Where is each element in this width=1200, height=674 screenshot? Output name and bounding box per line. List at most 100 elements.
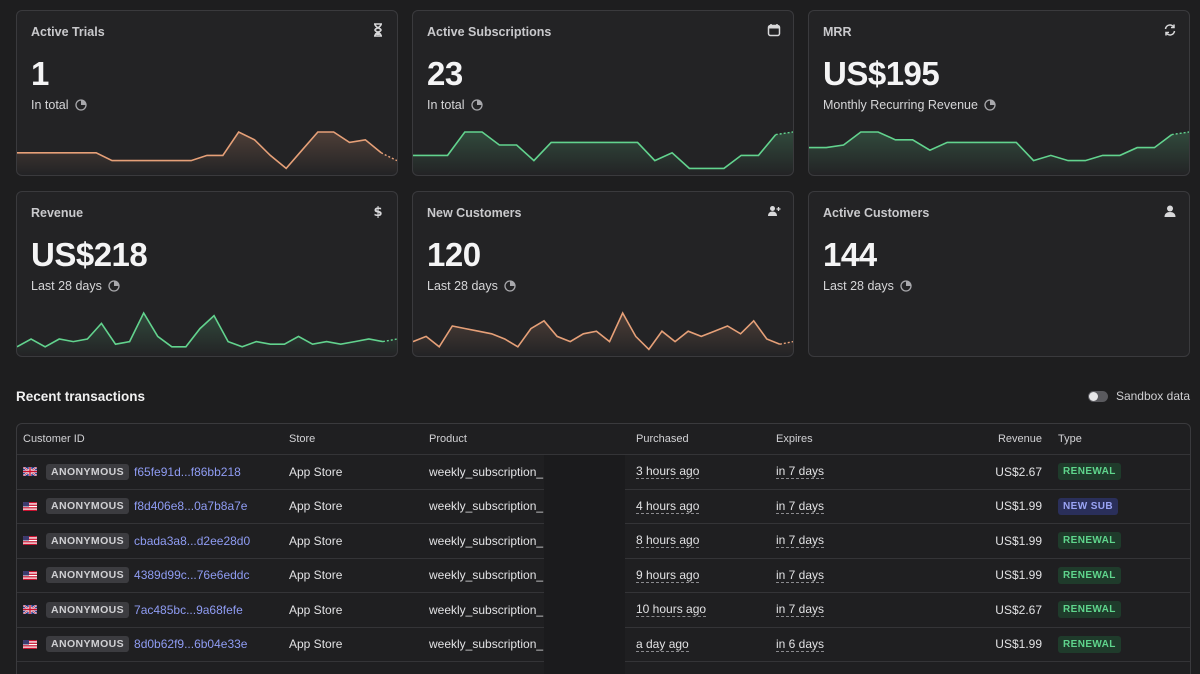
cell-purchased: 4 hours ago: [636, 490, 700, 524]
card-subtitle: In total: [31, 98, 87, 112]
cell-customer-id: ANONYMOUS f65fe91d...f86bb218: [23, 455, 241, 489]
hourglass-icon: [371, 23, 385, 37]
cell-store: App Store: [289, 533, 343, 548]
user-plus-icon: [767, 204, 781, 218]
table-row[interactable]: ANONYMOUS f8d406e8...0a7b8a7e App Store …: [17, 490, 1190, 524]
card-new-customers[interactable]: New Customers 120 Last 28 days: [412, 191, 794, 357]
expires-time[interactable]: in 7 days: [776, 567, 825, 583]
customer-id-link[interactable]: 7ac485bc...9a68fefe: [134, 602, 243, 617]
info-icon[interactable]: [984, 99, 996, 111]
customer-id-link[interactable]: 4389d99c...76e6eddc: [134, 568, 250, 583]
info-icon[interactable]: [900, 280, 912, 292]
calendar-icon: [767, 23, 781, 37]
header-type[interactable]: Type: [1058, 433, 1082, 445]
sparkline-projection: [1171, 131, 1189, 136]
sparkline-projection: [775, 131, 793, 136]
sparkline-chart: [809, 292, 1189, 356]
us-flag-icon: [23, 536, 37, 546]
expires-time[interactable]: in 7 days: [776, 602, 825, 618]
cell-product: weekly_subscription_: [429, 464, 544, 479]
us-flag-icon: [23, 639, 37, 649]
purchased-time[interactable]: 3 hours ago: [636, 464, 700, 480]
card-subtitle-text: In total: [31, 98, 69, 112]
customer-id-link[interactable]: cbada3a8...d2ee28d0: [134, 533, 251, 548]
header-expires[interactable]: Expires: [776, 433, 813, 445]
anonymous-badge: ANONYMOUS: [46, 601, 130, 618]
expires-time[interactable]: in 6 days: [776, 636, 825, 652]
purchased-time[interactable]: a day ago: [636, 636, 689, 652]
anonymous-badge: ANONYMOUS: [46, 463, 130, 480]
card-subtitle-text: Last 28 days: [31, 279, 102, 293]
purchased-time[interactable]: 9 hours ago: [636, 567, 700, 583]
header-product[interactable]: Product: [429, 433, 467, 445]
cell-customer-id: ANONYMOUS f8d406e8...0a7b8a7e: [23, 490, 247, 524]
cell-revenue: US$2.67: [995, 464, 1042, 479]
header-customer-id[interactable]: Customer ID: [23, 433, 85, 445]
card-value: 23: [427, 55, 463, 92]
sandbox-toggle-group[interactable]: Sandbox data: [1087, 389, 1190, 403]
cell-revenue: US$2.67: [995, 602, 1042, 617]
card-title: Active Customers: [823, 206, 930, 220]
table-row[interactable]: ANONYMOUS 7ac485bc...9a68fefe App Store …: [17, 593, 1190, 628]
purchased-time[interactable]: 4 hours ago: [636, 498, 700, 514]
cell-type: RENEWAL: [1058, 628, 1121, 662]
expires-time[interactable]: in 7 days: [776, 464, 825, 480]
card-value: US$218: [31, 236, 148, 273]
customer-id-link[interactable]: 8d0b62f9...6b04e33e: [134, 637, 248, 652]
card-subtitle: Last 28 days: [823, 279, 912, 293]
expires-time[interactable]: in 7 days: [776, 533, 825, 549]
cell-expires: in 7 days: [776, 593, 825, 627]
card-title: Active Subscriptions: [427, 25, 552, 39]
user-icon: [1163, 204, 1177, 218]
info-icon[interactable]: [74, 99, 87, 111]
expires-time[interactable]: in 7 days: [776, 498, 825, 514]
card-value: 120: [427, 236, 481, 273]
cell-type: RENEWAL: [1058, 559, 1121, 593]
cell-product: weekly_subscription_: [429, 499, 544, 514]
cell-revenue: US$1.99: [995, 637, 1042, 652]
cell-customer-id: ANONYMOUS 7ac485bc...9a68fefe: [23, 593, 243, 627]
card-revenue[interactable]: Revenue $ US$218 Last 28 days: [16, 191, 398, 357]
cell-expires: in 6 days: [776, 628, 825, 662]
anonymous-badge: ANONYMOUS: [46, 498, 130, 515]
cell-store: App Store: [289, 637, 343, 652]
header-store[interactable]: Store: [289, 433, 316, 445]
card-subtitle-text: In total: [427, 98, 465, 112]
cell-revenue: US$1.99: [995, 499, 1042, 514]
cell-purchased: 8 hours ago: [636, 524, 700, 558]
sparkline-line: [17, 311, 384, 348]
info-icon[interactable]: [470, 99, 483, 111]
cell-type: RENEWAL: [1058, 593, 1121, 627]
cell-product: weekly_subscription_: [429, 568, 544, 583]
cell-product: weekly_subscription_: [429, 533, 544, 548]
card-mrr[interactable]: MRR US$195 Monthly Recurring Revenue: [808, 10, 1190, 176]
type-badge: NEW SUB: [1058, 497, 1119, 515]
header-revenue[interactable]: Revenue: [997, 433, 1042, 445]
type-badge: RENEWAL: [1058, 601, 1121, 619]
customer-id-link[interactable]: f65fe91d...f86bb218: [134, 464, 241, 479]
sparkline-area: [809, 132, 1189, 175]
purchased-time[interactable]: 8 hours ago: [636, 533, 700, 549]
card-active-trials[interactable]: Active Trials 1 In total: [16, 10, 398, 176]
card-active-customers[interactable]: Active Customers 144 Last 28 days: [808, 191, 1190, 357]
sparkline-area: [413, 313, 793, 356]
cell-type: RENEWAL: [1058, 455, 1121, 489]
customer-id-link[interactable]: f8d406e8...0a7b8a7e: [134, 499, 248, 514]
info-icon[interactable]: [108, 280, 120, 292]
us-flag-icon: [23, 501, 37, 511]
cell-customer-id: ANONYMOUS cbada3a8...d2ee28d0: [23, 524, 250, 558]
cell-purchased: 10 hours ago: [636, 593, 707, 627]
cell-store: App Store: [289, 464, 343, 479]
sparkline-chart: [809, 131, 1189, 175]
sandbox-toggle[interactable]: [1087, 390, 1108, 402]
sparkline-chart: [17, 311, 397, 356]
purchased-time[interactable]: 10 hours ago: [636, 602, 707, 618]
cell-expires: in 7 days: [776, 455, 825, 489]
info-icon[interactable]: [504, 280, 516, 292]
card-active-subscriptions[interactable]: Active Subscriptions 23 In total: [412, 10, 794, 176]
cell-expires: in 7 days: [776, 524, 825, 558]
sparkline-area: [17, 313, 397, 356]
header-purchased[interactable]: Purchased: [636, 433, 689, 445]
sparkline-area: [17, 132, 397, 175]
card-subtitle-text: Last 28 days: [823, 279, 894, 293]
